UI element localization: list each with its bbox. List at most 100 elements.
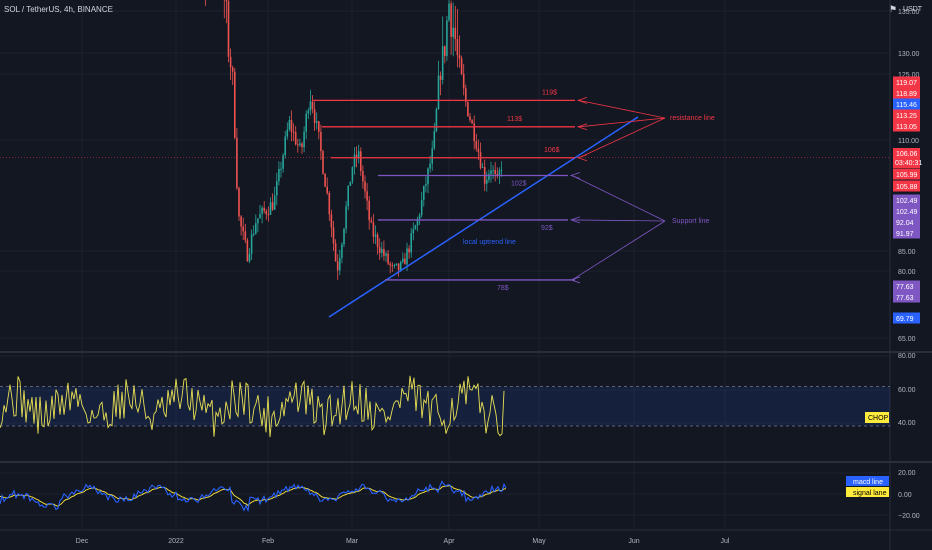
support-pointer-0 bbox=[571, 175, 666, 222]
candle-body-50 bbox=[280, 168, 282, 170]
candle-body-107 bbox=[399, 261, 402, 270]
time-tick-0: Dec bbox=[76, 538, 89, 545]
candle-body-110 bbox=[406, 248, 408, 265]
price-tag-text-1: 118.89 bbox=[896, 91, 917, 98]
candle-body-87 bbox=[357, 151, 360, 158]
candle-body-59 bbox=[299, 143, 301, 146]
candle-body-30 bbox=[238, 188, 240, 217]
candle-body-86 bbox=[355, 154, 358, 158]
candle-body-105 bbox=[395, 263, 398, 265]
candle-body-135 bbox=[458, 55, 461, 59]
chart-title: SOL / TetherUS, 4h, BINANCE bbox=[4, 5, 113, 14]
candle-body-119 bbox=[425, 184, 427, 186]
candle-body-85 bbox=[353, 154, 356, 168]
candle-body-27 bbox=[231, 67, 234, 72]
candle-body-68 bbox=[318, 121, 320, 132]
candle-body-25 bbox=[227, 1, 230, 57]
candle-body-72 bbox=[326, 186, 328, 193]
candle-body-97 bbox=[378, 247, 381, 253]
candle-body-24 bbox=[225, 0, 228, 2]
support-arrow-1 bbox=[569, 216, 581, 224]
candle-body-112 bbox=[410, 233, 412, 253]
candle-body-45 bbox=[269, 202, 272, 215]
candle-body-37 bbox=[252, 233, 255, 235]
candle-body-89 bbox=[362, 171, 364, 182]
price-tag-2 bbox=[893, 98, 920, 110]
price-tag-13 bbox=[893, 291, 920, 303]
candle-body-33 bbox=[244, 231, 247, 241]
price-tag-9 bbox=[893, 205, 920, 217]
candle-body-39 bbox=[257, 218, 259, 224]
macd-legend-box-0 bbox=[846, 476, 889, 486]
candle-body-53 bbox=[286, 129, 289, 137]
candle-body-62 bbox=[305, 113, 307, 132]
candle-body-35 bbox=[248, 253, 251, 262]
chop-band bbox=[0, 386, 890, 427]
resistance-annotation: resistance line bbox=[670, 115, 715, 122]
price-tag-6 bbox=[893, 168, 920, 180]
chop-tick-1: 60.00 bbox=[898, 387, 916, 394]
candle-body-80 bbox=[343, 228, 345, 245]
candle-body-96 bbox=[376, 234, 379, 248]
candle-body-66 bbox=[313, 109, 316, 123]
candle-body-56 bbox=[292, 131, 295, 133]
candle-body-64 bbox=[309, 101, 312, 111]
chop-tick-0: 80.00 bbox=[898, 353, 916, 360]
price-tick-1: 130.00 bbox=[898, 51, 920, 58]
macd-legend-box-1 bbox=[846, 487, 889, 497]
price-tag-4 bbox=[893, 120, 920, 132]
candle-body-132 bbox=[452, 27, 454, 38]
resistance-pointer-0 bbox=[578, 100, 666, 119]
price-tag-0 bbox=[893, 76, 920, 88]
candle-body-127 bbox=[441, 46, 444, 80]
candle-body-32 bbox=[242, 226, 244, 232]
candle-body-118 bbox=[423, 185, 425, 200]
candle-body-52 bbox=[284, 136, 286, 156]
candle-body-54 bbox=[288, 119, 291, 130]
candle-body-65 bbox=[311, 101, 314, 110]
candle-body-146 bbox=[481, 167, 484, 169]
chop-series-line bbox=[0, 375, 505, 438]
time-tick-7: Jul bbox=[721, 538, 730, 545]
candle-body-137 bbox=[462, 74, 465, 89]
price-tag-5 bbox=[893, 148, 920, 168]
candle-body-134 bbox=[456, 39, 459, 56]
support-label-0: 102$ bbox=[511, 181, 527, 188]
macd-legend-label-1: signal lane bbox=[853, 490, 887, 497]
candle-body-90 bbox=[364, 181, 366, 192]
candle-body-125 bbox=[437, 75, 440, 109]
candle-body-95 bbox=[374, 234, 377, 237]
price-tag-text-12: 77.63 bbox=[896, 284, 914, 291]
macd-tick-0: 20.00 bbox=[898, 470, 916, 477]
candle-body-141 bbox=[471, 120, 473, 124]
candle-body-100 bbox=[385, 253, 387, 256]
candle-body-55 bbox=[290, 119, 293, 132]
candle-body-48 bbox=[276, 181, 278, 196]
candle-body-140 bbox=[469, 116, 471, 121]
price-tag-text-13: 77.63 bbox=[896, 295, 914, 302]
candle-body-136 bbox=[460, 58, 463, 75]
candle-body-111 bbox=[408, 248, 410, 253]
candle-body-79 bbox=[341, 244, 343, 258]
candle-body-75 bbox=[332, 227, 335, 244]
candle-body-98 bbox=[381, 249, 383, 253]
price-tag-12 bbox=[893, 280, 920, 292]
chop-legend-label: CHOP bbox=[868, 415, 889, 422]
resistance-label-2: 106$ bbox=[544, 147, 560, 154]
candle-body-143 bbox=[475, 141, 478, 149]
candle-body-82 bbox=[347, 185, 349, 207]
candle-body-47 bbox=[273, 195, 276, 210]
candle-body-67 bbox=[315, 121, 318, 123]
price-tick-3: 110.00 bbox=[898, 138, 919, 145]
candle-body-126 bbox=[439, 75, 442, 80]
candle-body-61 bbox=[303, 131, 305, 148]
price-tag-11 bbox=[893, 227, 920, 239]
candle-body-142 bbox=[473, 123, 475, 142]
price-tag-text-2: 115.46 bbox=[896, 102, 917, 109]
price-tick-5: 80.00 bbox=[898, 269, 916, 276]
alert-bell-icon[interactable]: ⚑ bbox=[889, 4, 898, 14]
candle-body-133 bbox=[454, 27, 457, 40]
candle-body-77 bbox=[336, 261, 339, 271]
chop-legend-box bbox=[865, 412, 889, 423]
